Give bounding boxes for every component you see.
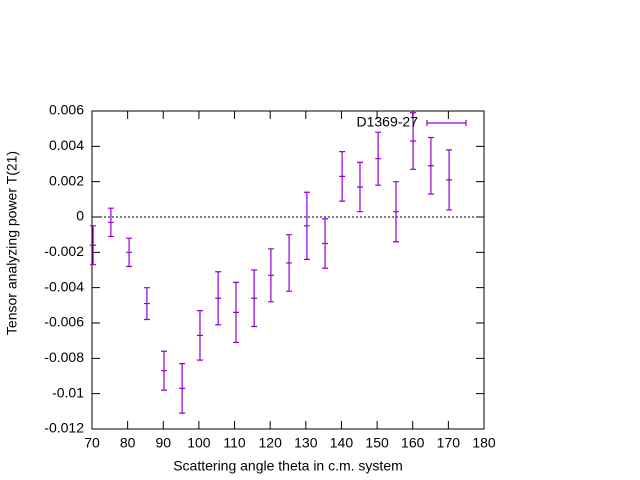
error-bar [196, 310, 203, 361]
error-bar [160, 350, 167, 391]
y-tick-label: 0.004 [49, 137, 84, 153]
error-bar [375, 131, 382, 186]
y-tick-label: -0.002 [44, 243, 84, 259]
error-bar [286, 234, 293, 292]
x-tick-label: 120 [259, 435, 283, 451]
error-bar [143, 287, 150, 321]
x-tick-label: 170 [437, 435, 461, 451]
y-tick-label: 0.006 [49, 102, 84, 118]
y-tick-label: -0.008 [44, 349, 84, 365]
error-bar [126, 237, 133, 268]
y-tick-label: -0.01 [52, 384, 84, 400]
x-tick-label: 80 [120, 435, 136, 451]
error-bar [90, 225, 97, 266]
x-tick-label: 160 [401, 435, 425, 451]
plot-border [91, 110, 485, 430]
x-tick-label: 150 [365, 435, 389, 451]
legend-sample [426, 120, 467, 126]
x-tick-label: 70 [84, 435, 100, 451]
error-bar [267, 248, 274, 303]
y-tick-label: -0.012 [44, 420, 84, 436]
error-bar [303, 191, 310, 260]
y-tick-label: 0.002 [49, 172, 84, 188]
y-tick-label: -0.004 [44, 278, 84, 294]
error-bar [427, 136, 434, 195]
error-bar [410, 112, 417, 170]
error-bar [107, 207, 114, 238]
error-bar [179, 363, 186, 414]
y-tick-label: 0 [76, 208, 84, 224]
error-bar [322, 218, 329, 269]
x-tick-label: 180 [472, 435, 496, 451]
error-bar [232, 281, 239, 344]
x-tick-label: 90 [155, 435, 171, 451]
error-bar [339, 151, 346, 202]
x-tick-label: 130 [294, 435, 318, 451]
x-tick-label: 110 [223, 435, 246, 451]
y-axis-label: Tensor analyzing power T(21) [4, 151, 20, 335]
x-tick-label: 100 [187, 435, 211, 451]
error-bar [215, 271, 222, 326]
error-bar [356, 161, 363, 213]
y-tick-label: -0.006 [44, 314, 84, 330]
legend-label: D1369-27 [357, 114, 419, 130]
x-axis-label: Scattering angle theta in c.m. system [173, 458, 403, 474]
error-bar [446, 149, 453, 211]
error-bar [251, 269, 258, 328]
x-tick-label: 140 [330, 435, 354, 451]
error-bar [392, 181, 399, 243]
